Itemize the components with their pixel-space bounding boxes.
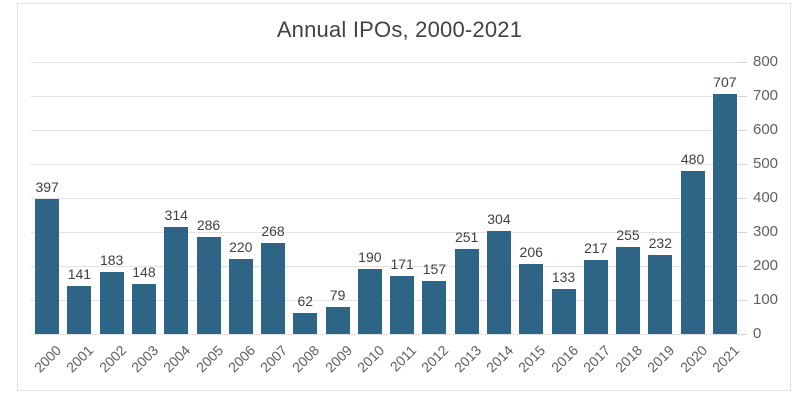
bar-value-label-2006: 220 (229, 239, 253, 256)
bar-value-label-2000: 397 (35, 179, 59, 196)
bar-2005 (196, 236, 221, 334)
bar-2000 (35, 199, 60, 334)
bar-2006 (228, 259, 253, 334)
bar-value-label-2013: 251 (454, 228, 479, 245)
y-tick-0 (738, 334, 747, 335)
bar-value-label-2004: 314 (164, 207, 188, 224)
y-tick-500 (738, 164, 747, 165)
bar-2014 (486, 230, 511, 334)
y-tick-700 (738, 96, 747, 97)
bar-2017 (583, 260, 608, 334)
bar-2016 (551, 288, 576, 334)
gridline-0 (31, 334, 741, 335)
y-tick-label-700: 700 (753, 87, 779, 104)
bar-value-label-2003: 148 (132, 263, 156, 280)
y-tick-600 (738, 130, 747, 131)
bar-value-label-2015: 206 (519, 243, 543, 260)
bar-value-label-2007: 268 (261, 222, 285, 239)
bar-value-label-2020: 480 (680, 150, 705, 167)
gridline-500 (31, 164, 741, 165)
bar-value-label-2021: 707 (713, 73, 737, 90)
bar-value-label-2016: 133 (551, 268, 576, 285)
bar-value-label-2009: 79 (329, 287, 346, 304)
bar-2004 (164, 227, 189, 334)
bar-2021 (712, 93, 737, 334)
bar-value-label-2002: 183 (99, 251, 124, 268)
bar-2013 (454, 248, 479, 334)
bar-2003 (131, 283, 156, 334)
bar-value-label-2018: 255 (616, 227, 640, 244)
gridline-300 (31, 232, 741, 233)
bar-value-label-2008: 62 (297, 292, 314, 309)
y-tick-100 (738, 300, 747, 301)
bar-2001 (67, 286, 92, 334)
gridline-600 (31, 130, 741, 131)
bar-value-label-2011: 171 (390, 255, 414, 272)
gridline-700 (31, 96, 741, 97)
bar-2007 (261, 242, 286, 334)
gridline-800 (31, 62, 741, 63)
bar-value-label-2017: 217 (584, 240, 608, 257)
bar-value-label-2005: 286 (196, 216, 221, 233)
y-tick-label-200: 200 (753, 257, 779, 274)
bar-2019 (648, 255, 673, 334)
gridline-400 (31, 198, 741, 199)
y-tick-300 (738, 232, 747, 233)
bar-value-label-2010: 190 (358, 249, 382, 266)
bar-value-label-2019: 232 (648, 235, 672, 252)
gridline-100 (31, 300, 741, 301)
chart-title: Annual IPOs, 2000-2021 (276, 17, 523, 42)
y-tick-800 (738, 62, 747, 63)
bar-2012 (422, 280, 447, 334)
y-tick-label-0: 0 (753, 325, 762, 342)
y-tick-label-100: 100 (753, 291, 779, 308)
gridline-200 (31, 266, 741, 267)
bar-2018 (616, 247, 641, 334)
bar-value-label-2014: 304 (487, 210, 511, 227)
bar-2011 (390, 275, 415, 334)
bar-2015 (519, 263, 544, 334)
bar-2020 (680, 170, 705, 334)
y-tick-label-400: 400 (753, 189, 779, 206)
bar-value-label-2012: 157 (422, 260, 447, 277)
bar-2010 (357, 269, 382, 334)
bar-value-label-2001: 141 (67, 266, 92, 283)
y-tick-label-300: 300 (753, 223, 779, 240)
y-tick-label-800: 800 (753, 53, 779, 70)
bar-2008 (293, 312, 318, 334)
bar-2009 (325, 307, 350, 334)
bar-2002 (99, 271, 124, 334)
y-tick-400 (738, 198, 747, 199)
y-tick-200 (738, 266, 747, 267)
y-tick-label-600: 600 (753, 121, 779, 138)
y-tick-label-500: 500 (753, 155, 779, 172)
